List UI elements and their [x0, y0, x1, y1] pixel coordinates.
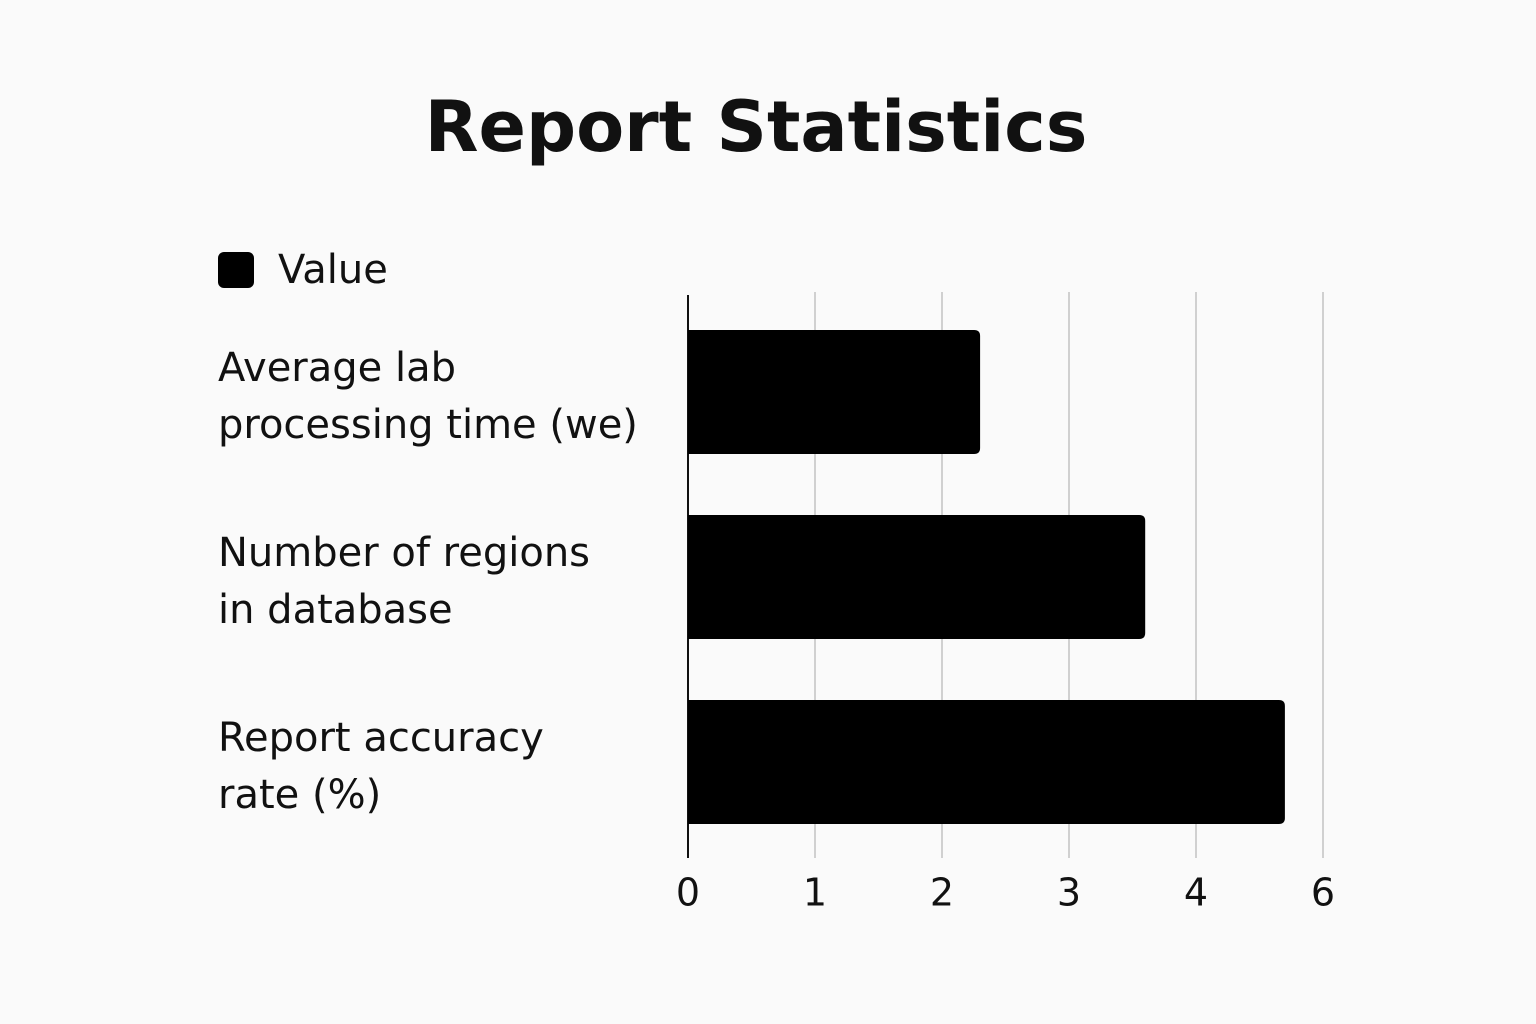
bar — [688, 515, 1146, 639]
x-tick-label: 4 — [1184, 871, 1208, 915]
x-tick-label: 3 — [1057, 871, 1081, 915]
x-tick-label: 0 — [676, 871, 700, 915]
x-tick-label: 1 — [803, 871, 827, 915]
y-tick-label: rate (%) — [218, 772, 381, 818]
bar — [688, 330, 981, 454]
chart-title: Report Statistics — [425, 86, 1088, 168]
x-tick-label: 2 — [930, 871, 954, 915]
legend-label: Value — [278, 247, 388, 293]
y-tick-label: Average lab — [218, 345, 456, 391]
y-tick-label: Report accuracy — [218, 715, 544, 761]
y-tick-label: Number of regions — [218, 530, 590, 576]
legend-swatch — [218, 252, 254, 288]
bar — [688, 700, 1285, 824]
y-tick-label: in database — [218, 587, 453, 633]
y-tick-label: processing time (we) — [218, 402, 638, 448]
x-tick-label: 6 — [1311, 871, 1335, 915]
